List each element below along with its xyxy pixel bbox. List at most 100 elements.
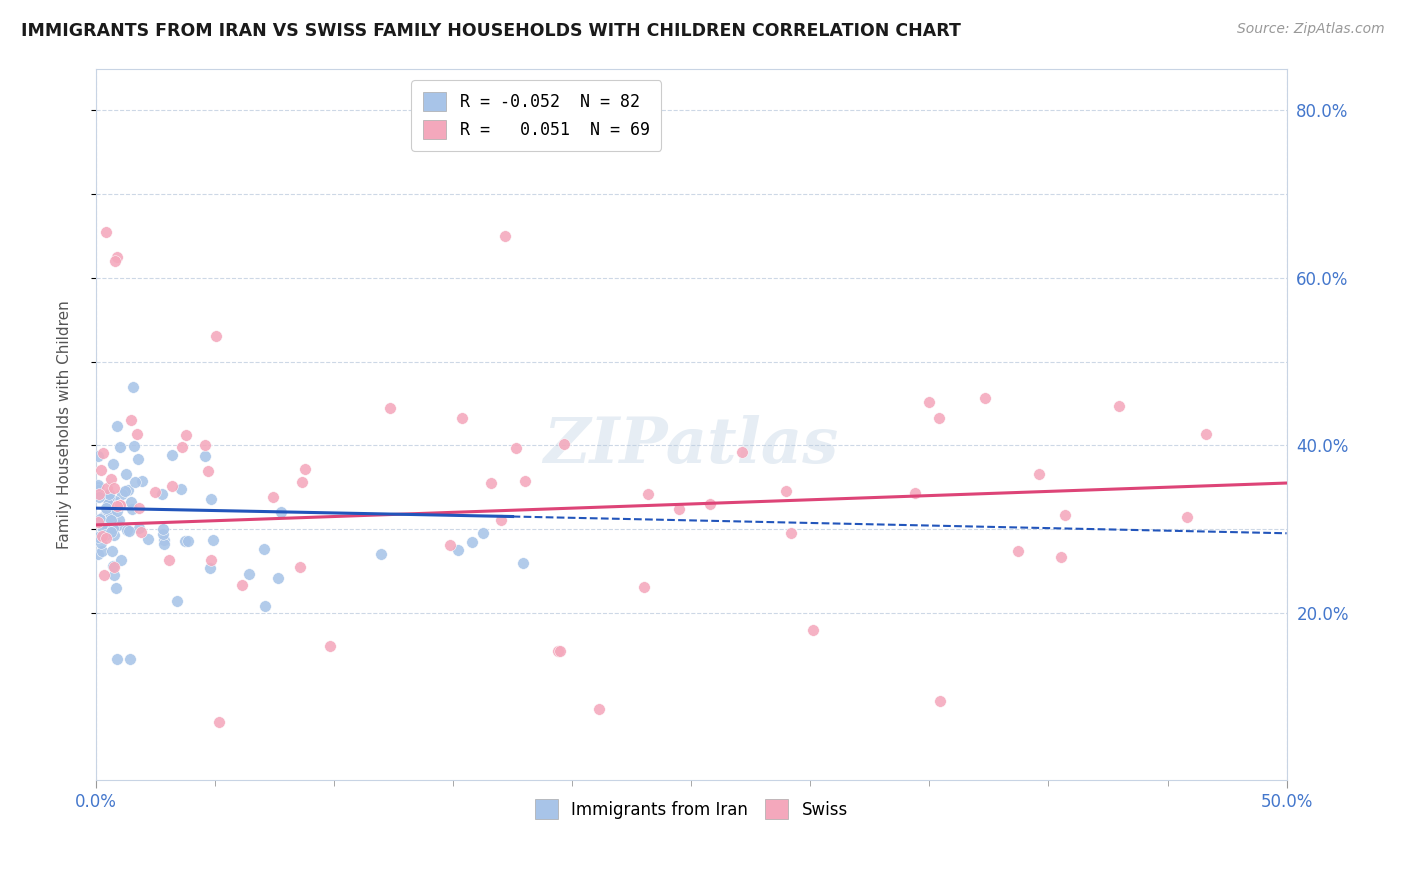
- Point: [128, 501, 150, 516]
- Point: [98, 487, 121, 501]
- Point: [1049, 550, 1071, 565]
- Point: [104, 254, 127, 268]
- Point: [98, 492, 121, 507]
- Point: [100, 543, 122, 558]
- Point: [208, 714, 231, 729]
- Point: [801, 623, 824, 637]
- Point: [928, 694, 950, 708]
- Point: [87, 490, 110, 504]
- Point: [118, 652, 141, 666]
- Point: [121, 380, 143, 394]
- Point: [166, 594, 188, 608]
- Point: [447, 543, 470, 558]
- Point: [370, 547, 392, 561]
- Point: [96, 501, 118, 516]
- Point: [131, 524, 153, 539]
- Point: [1195, 426, 1218, 441]
- Point: [1175, 509, 1198, 524]
- Point: [451, 410, 474, 425]
- Point: [124, 475, 146, 489]
- Point: [103, 481, 125, 495]
- Point: [103, 560, 125, 574]
- Point: [588, 702, 610, 716]
- Point: [127, 452, 149, 467]
- Point: [105, 652, 128, 666]
- Point: [100, 472, 122, 486]
- Point: [153, 533, 176, 548]
- Point: [111, 487, 134, 501]
- Point: [94, 528, 117, 542]
- Point: [238, 566, 260, 581]
- Point: [107, 512, 129, 526]
- Point: [731, 445, 754, 459]
- Point: [87, 515, 110, 529]
- Point: [96, 482, 118, 496]
- Point: [1028, 467, 1050, 482]
- Point: [104, 496, 127, 510]
- Point: [91, 522, 114, 536]
- Point: [174, 427, 197, 442]
- Point: [198, 561, 221, 575]
- Point: [120, 412, 142, 426]
- Point: [108, 441, 131, 455]
- Point: [200, 553, 222, 567]
- Point: [97, 490, 120, 504]
- Point: [93, 517, 115, 532]
- Point: [91, 510, 114, 524]
- Point: [101, 521, 124, 535]
- Point: [512, 556, 534, 570]
- Point: [89, 512, 111, 526]
- Point: [160, 479, 183, 493]
- Point: [779, 525, 801, 540]
- Point: [93, 567, 115, 582]
- Point: [105, 499, 128, 513]
- Point: [117, 483, 139, 498]
- Point: [918, 395, 941, 409]
- Point: [505, 441, 527, 455]
- Point: [87, 480, 110, 494]
- Point: [105, 504, 128, 518]
- Point: [150, 486, 173, 500]
- Point: [637, 487, 659, 501]
- Point: [775, 484, 797, 499]
- Point: [120, 495, 142, 509]
- Point: [107, 518, 129, 533]
- Point: [128, 521, 150, 535]
- Text: IMMIGRANTS FROM IRAN VS SWISS FAMILY HOUSEHOLDS WITH CHILDREN CORRELATION CHART: IMMIGRANTS FROM IRAN VS SWISS FAMILY HOU…: [21, 22, 960, 40]
- Point: [100, 525, 122, 540]
- Point: [87, 450, 110, 464]
- Point: [91, 529, 114, 543]
- Point: [553, 437, 575, 451]
- Point: [157, 553, 180, 567]
- Point: [548, 643, 571, 657]
- Point: [124, 439, 146, 453]
- Point: [97, 498, 120, 512]
- Point: [96, 503, 118, 517]
- Point: [143, 485, 166, 500]
- Point: [121, 502, 143, 516]
- Point: [253, 599, 276, 614]
- Point: [162, 448, 184, 462]
- Point: [515, 474, 537, 488]
- Point: [117, 524, 139, 538]
- Point: [176, 533, 198, 548]
- Point: [270, 506, 292, 520]
- Point: [173, 534, 195, 549]
- Point: [94, 531, 117, 545]
- Point: [105, 418, 128, 433]
- Point: [152, 522, 174, 536]
- Point: [87, 483, 110, 497]
- Point: [91, 544, 114, 558]
- Point: [101, 505, 124, 519]
- Point: [471, 526, 494, 541]
- Point: [87, 478, 110, 492]
- Point: [200, 492, 222, 507]
- Point: [974, 392, 997, 406]
- Point: [125, 427, 148, 442]
- Point: [267, 571, 290, 585]
- Point: [1053, 508, 1076, 523]
- Point: [290, 560, 312, 574]
- Point: [105, 250, 128, 264]
- Point: [290, 475, 312, 489]
- Point: [101, 458, 124, 472]
